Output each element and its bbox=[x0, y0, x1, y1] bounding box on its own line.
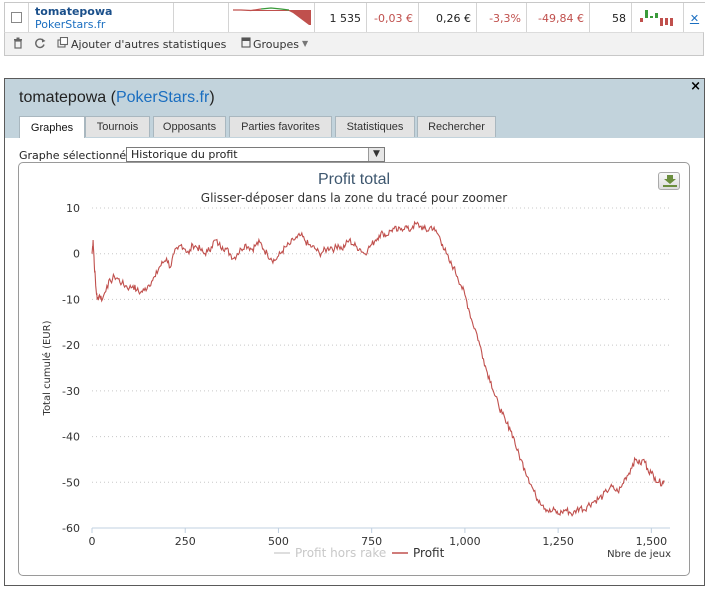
bars-cell bbox=[632, 3, 684, 33]
tab-statistiques[interactable]: Statistiques bbox=[335, 116, 415, 137]
y-tick-label: 0 bbox=[73, 248, 80, 261]
x-tick-label: 1,500 bbox=[636, 535, 668, 548]
chart-title: Profit total bbox=[317, 171, 391, 188]
hands-cell: 1 535 bbox=[315, 3, 367, 33]
chevron-down-icon[interactable]: ▼ bbox=[302, 39, 309, 48]
tab-parties-favorites[interactable]: Parties favorites bbox=[229, 116, 332, 137]
graph-selector-label: Graphe sélectionné : bbox=[19, 149, 134, 162]
legend-label-profit: Profit bbox=[413, 546, 445, 560]
add-stats-icon[interactable] bbox=[57, 36, 69, 51]
sparkline-line bbox=[233, 8, 262, 12]
graph-selector-value: Historique du profit bbox=[131, 148, 238, 161]
count-cell: 58 bbox=[590, 3, 632, 33]
y-tick-label: -30 bbox=[62, 385, 80, 398]
x-tick-label: 0 bbox=[89, 535, 96, 548]
empty-cell bbox=[174, 3, 229, 33]
stats-toolbar: Ajouter d'autres statistiques Groupes ▼ bbox=[4, 32, 704, 56]
chart-svg[interactable]: 10 0 -10 -20 -30 -40 -50 -60 0 250 500 750 1,000 1,25… bbox=[19, 163, 690, 576]
result-bar bbox=[665, 18, 668, 25]
add-stats-link[interactable]: Ajouter d'autres statistiques bbox=[71, 38, 227, 51]
refresh-icon[interactable] bbox=[34, 37, 46, 52]
sparkline-positive-line bbox=[260, 7, 290, 11]
profit-cell: -49,84 € bbox=[527, 3, 590, 33]
hands-value: 1 535 bbox=[329, 11, 362, 25]
remove-cell: ✕ bbox=[684, 3, 705, 33]
player-summary-row: tomatepowa PokerStars.fr 1 535 -0,03 € 0… bbox=[4, 2, 705, 33]
y-tick-label: -20 bbox=[62, 339, 80, 352]
trash-icon[interactable] bbox=[13, 37, 23, 52]
x-tick-label: 1,000 bbox=[449, 535, 481, 548]
y-tick-label: -60 bbox=[62, 522, 80, 535]
profit-series-line bbox=[91, 220, 665, 517]
y-tick-label: -50 bbox=[62, 476, 80, 489]
player-cell bbox=[29, 3, 174, 33]
x-tick-label: 500 bbox=[268, 535, 289, 548]
result-bar bbox=[660, 18, 663, 26]
tab-tournois[interactable]: Tournois bbox=[85, 116, 150, 137]
y-tick-label: 10 bbox=[66, 202, 80, 215]
bb100-cell: -0,03 € bbox=[367, 3, 419, 33]
chevron-down-icon[interactable]: ▼ bbox=[368, 148, 384, 161]
groups-menu[interactable]: Groupes bbox=[253, 38, 299, 51]
remove-player-button[interactable]: ✕ bbox=[689, 11, 700, 25]
x-tick-label: 250 bbox=[175, 535, 196, 548]
close-icon[interactable]: × bbox=[690, 79, 701, 94]
y-axis-title: Total cumulé (EUR) bbox=[41, 320, 53, 416]
player-name-link[interactable]: tomatepowa bbox=[35, 5, 113, 18]
row-checkbox[interactable] bbox=[11, 12, 22, 23]
panel-title-player: tomatepowa bbox=[19, 89, 107, 106]
tab-graphes[interactable]: Graphes bbox=[19, 116, 85, 138]
profit-value: -49,84 € bbox=[538, 11, 584, 25]
groups-icon[interactable] bbox=[241, 37, 251, 51]
count-value: 58 bbox=[612, 11, 626, 25]
percent-cell: -3,3% bbox=[477, 3, 527, 33]
checkbox-cell bbox=[5, 3, 29, 33]
x-axis-title: Nbre de jeux bbox=[607, 549, 671, 560]
tab-rechercher[interactable]: Rechercher bbox=[417, 116, 496, 137]
sparkline-cell bbox=[229, 3, 315, 33]
percent-value: -3,3% bbox=[489, 11, 521, 25]
result-bar bbox=[655, 13, 658, 18]
graph-selector[interactable]: Historique du profit ▼ bbox=[126, 147, 385, 162]
stake-value: 0,26 € bbox=[436, 11, 471, 25]
player-panel: tomatepowa (PokerStars.fr) × Graphes Tou… bbox=[4, 78, 705, 586]
export-button[interactable] bbox=[658, 172, 680, 190]
tab-opposants[interactable]: Opposants bbox=[153, 116, 226, 137]
x-tick-label: 750 bbox=[361, 535, 382, 548]
player-site-link[interactable]: PokerStars.fr bbox=[35, 18, 106, 31]
legend-label-profit-hors-rake: Profit hors rake bbox=[295, 546, 386, 560]
download-icon bbox=[663, 175, 677, 187]
results-bars bbox=[640, 10, 673, 26]
panel-header: tomatepowa (PokerStars.fr) × Graphes Tou… bbox=[5, 79, 704, 138]
result-bar bbox=[670, 18, 673, 26]
profit-chart[interactable]: 10 0 -10 -20 -30 -40 -50 -60 0 250 500 750 1,000 1,25… bbox=[18, 162, 690, 576]
profit-sparkline bbox=[233, 7, 311, 25]
sparkline-negative-area bbox=[233, 10, 311, 25]
chart-subtitle: Glisser-déposer dans la zone du tracé po… bbox=[200, 191, 508, 205]
result-bar bbox=[650, 16, 653, 18]
result-bar bbox=[640, 18, 643, 22]
x-tick-label: 1,250 bbox=[542, 535, 574, 548]
panel-title: tomatepowa (PokerStars.fr) bbox=[19, 89, 215, 106]
y-tick-label: -40 bbox=[62, 431, 80, 444]
y-tick-label: -10 bbox=[62, 293, 80, 306]
panel-title-site-link[interactable]: PokerStars.fr bbox=[115, 89, 210, 106]
stake-cell: 0,26 € bbox=[419, 3, 477, 33]
bb100-value: -0,03 € bbox=[374, 11, 413, 25]
result-bar bbox=[645, 10, 648, 18]
